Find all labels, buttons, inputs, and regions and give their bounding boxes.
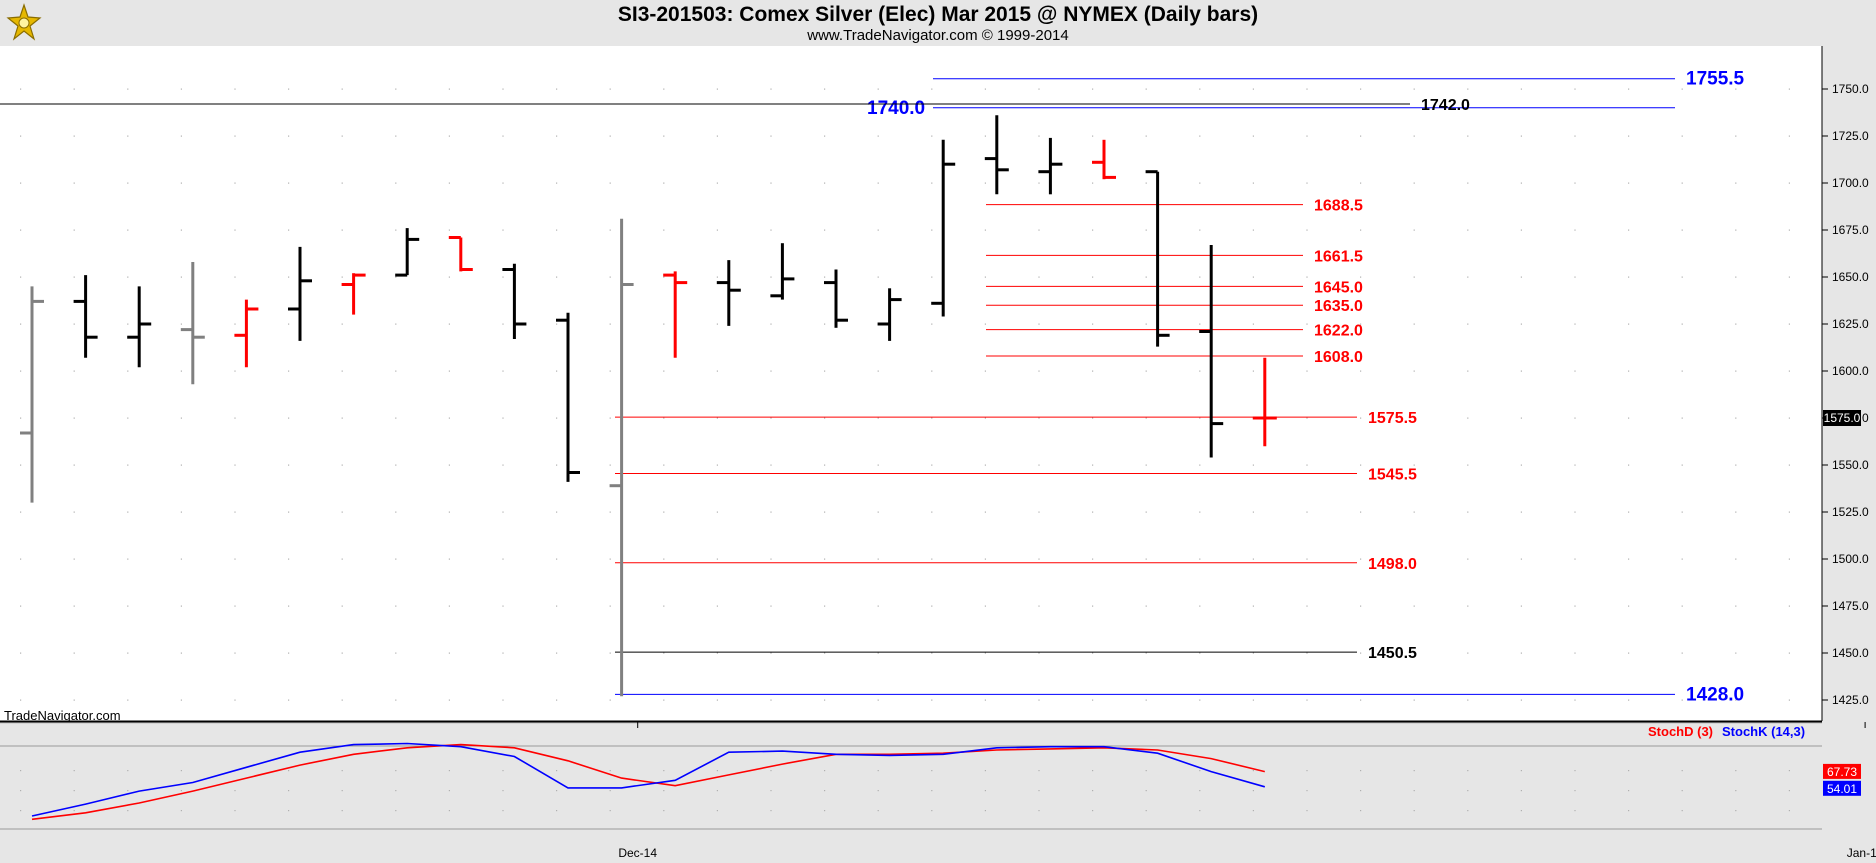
ohlc-bar xyxy=(448,236,473,272)
main-grid xyxy=(20,88,1790,701)
chart-title: SI3-201503: Comex Silver (Elec) Mar 2015… xyxy=(617,3,1259,26)
stochastic-pane: StochD (3) StochK (14,3) 67.73 54.01 xyxy=(0,724,1861,830)
level-label: 1450.5 xyxy=(1368,645,1417,662)
level-label: 1742.0 xyxy=(1421,97,1470,114)
price-tick-label: 1750.0 xyxy=(1832,82,1869,96)
level-label: 1622.0 xyxy=(1314,323,1363,340)
ohlc-bar xyxy=(127,286,152,368)
price-tick-label: 1700.0 xyxy=(1832,176,1869,190)
stoch-k-value: 54.01 xyxy=(1827,782,1857,796)
level-label: 1498.0 xyxy=(1368,556,1417,573)
price-levels: 1755.5 1740.0 1742.0 1688.5 1661.5 1645.0 1635… xyxy=(0,69,1745,705)
price-axis: 1425.0 1450.0 1475.0 1500.0 1525.0 1550.0 1575… xyxy=(1822,82,1869,707)
ohlc-bar xyxy=(1145,170,1170,347)
level-label: 1608.0 xyxy=(1314,349,1363,366)
time-axis: Dec-14 Jan-15 xyxy=(618,722,1876,860)
ohlc-bar xyxy=(395,228,420,277)
tradenavigator-logo-icon xyxy=(6,3,42,41)
level-label: 1635.0 xyxy=(1314,298,1363,315)
ohlc-bar xyxy=(1038,137,1063,195)
level-label: 1545.5 xyxy=(1368,467,1417,484)
time-tick-label: Jan-15 xyxy=(1847,846,1876,860)
price-tick-label: 1650.0 xyxy=(1832,270,1869,284)
price-tick-label: 1725.0 xyxy=(1832,129,1869,143)
price-tick-label: 1550.0 xyxy=(1832,458,1869,472)
ohlc-bar xyxy=(609,218,634,697)
ohlc-bar xyxy=(20,286,44,503)
ohlc-bar xyxy=(663,271,688,358)
level-label: 1661.5 xyxy=(1314,248,1363,265)
price-tick-label: 1425.0 xyxy=(1832,693,1869,707)
stoch-d-legend: StochD (3) xyxy=(1648,724,1713,739)
ohlc-bar xyxy=(931,139,956,317)
level-label: 1688.5 xyxy=(1314,198,1363,215)
ohlc-bar xyxy=(73,275,98,358)
level-label: 1645.0 xyxy=(1314,279,1363,296)
ohlc-bar xyxy=(716,260,741,326)
price-tick-label: 1475.0 xyxy=(1832,599,1869,613)
ohlc-bar xyxy=(180,262,205,385)
price-tick-label: 1625.0 xyxy=(1832,317,1869,331)
price-tick-label: 1450.0 xyxy=(1832,646,1869,660)
ohlc-bar xyxy=(824,269,848,328)
ohlc-bar xyxy=(341,273,366,315)
price-tick-label: 1525.0 xyxy=(1832,505,1869,519)
ohlc-bar xyxy=(984,115,1009,195)
ohlc-bar xyxy=(1092,139,1116,180)
stoch-grid xyxy=(20,770,1790,812)
ohlc-bar xyxy=(288,246,312,341)
stoch-k-line xyxy=(31,742,1266,817)
ohlc-bar xyxy=(234,299,259,368)
stoch-d-value: 67.73 xyxy=(1827,765,1857,779)
ohlc-bar xyxy=(502,263,527,339)
ohlc-bars xyxy=(20,115,1277,697)
time-tick-label: Dec-14 xyxy=(618,846,657,860)
ohlc-bar xyxy=(1199,245,1224,458)
price-tick-label: 1600.0 xyxy=(1832,364,1869,378)
stoch-k-legend: StochK (14,3) xyxy=(1722,724,1805,739)
watermark-text: TradeNavigator.com xyxy=(4,708,121,723)
price-tick-label: 1500.0 xyxy=(1832,552,1869,566)
ohlc-bar xyxy=(770,243,795,300)
level-label: 1740.0 xyxy=(867,98,925,119)
level-label: 1428.0 xyxy=(1686,684,1744,705)
level-label: 1575.5 xyxy=(1368,410,1417,427)
ohlc-bar xyxy=(556,312,580,482)
ohlc-bar xyxy=(1252,357,1277,447)
plot-background xyxy=(0,46,1822,721)
last-price-label: 1575.0 xyxy=(1824,411,1861,425)
ohlc-bar xyxy=(877,288,902,341)
stoch-d-line xyxy=(31,743,1265,821)
last-price-marker: 1575.0 xyxy=(1823,410,1861,426)
level-label: 1755.5 xyxy=(1686,69,1745,90)
price-tick-label: 1675.0 xyxy=(1832,223,1869,237)
chart-header: SI3-201503: Comex Silver (Elec) Mar 2015… xyxy=(0,0,1876,46)
chart-subtitle: www.TradeNavigator.com © 1999-2014 xyxy=(807,27,1069,44)
